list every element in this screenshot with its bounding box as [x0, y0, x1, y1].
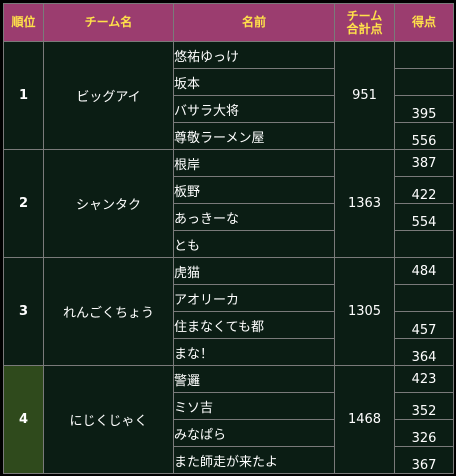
member-score: 556	[394, 122, 454, 150]
team-name: れんごくちょう	[43, 257, 174, 366]
member-name: とも	[173, 230, 335, 258]
member-score: 554	[394, 203, 454, 231]
team-name: シャンタク	[43, 149, 174, 258]
member-score	[394, 284, 454, 312]
table-row: 住まなくても都 457	[4, 311, 454, 339]
member-name: また師走が来たよ	[173, 446, 335, 474]
team-rank-highlighted: 4	[3, 365, 44, 474]
member-name: みなぱら	[173, 419, 335, 447]
table-row: また師走が来たよ 367	[4, 446, 454, 474]
member-score: 352	[394, 392, 454, 420]
member-score: 423	[394, 365, 454, 393]
member-name: 板野	[173, 176, 335, 204]
member-score: 395	[394, 95, 454, 123]
team-name-header: チーム名	[43, 3, 174, 42]
team-total-header-line1: チーム	[346, 8, 383, 23]
member-name: 根岸	[173, 149, 335, 177]
member-score	[394, 230, 454, 258]
table-row: 3 れんごくちょう 虎猫 1305 484	[3, 257, 454, 366]
header-row: 順位 チーム名 名前 チーム 合計点 得点	[3, 3, 454, 42]
member-score	[394, 68, 454, 96]
member-score: 367	[394, 446, 454, 474]
team-total-header-line2: 合計点	[346, 21, 383, 36]
team-name: にじくじゃく	[43, 365, 174, 474]
member-score: 457	[394, 311, 454, 339]
table-row: 4 にじくじゃく 警邏 1468 423	[3, 365, 454, 474]
team-total: 1363	[334, 149, 395, 258]
member-name: 住まなくても都	[173, 311, 335, 339]
table-row: 2 シャンタク 根岸 1363 387	[3, 149, 454, 258]
member-name: 警邏	[173, 365, 335, 393]
ranking-table: 順位 チーム名 名前 チーム 合計点 得点 1 ビッグアイ 悠祐ゆっけ 951 …	[3, 3, 454, 474]
member-name: あっきーな	[173, 203, 335, 231]
table-row: ミソ吉 352	[4, 392, 454, 420]
score-header: 得点	[394, 3, 454, 42]
member-name-header: 名前	[173, 3, 335, 42]
team-total: 1468	[334, 365, 395, 474]
member-name: まな！	[173, 338, 335, 366]
member-score	[394, 41, 454, 69]
member-name: アオリーカ	[173, 284, 335, 312]
team-rank: 3	[3, 257, 44, 366]
member-name: 尊敬ラーメン屋	[173, 122, 335, 150]
member-score: 387	[394, 149, 454, 177]
member-score: 364	[394, 338, 454, 366]
member-name: 虎猫	[173, 257, 335, 285]
member-name: ミソ吉	[173, 392, 335, 420]
table-row: 1 ビッグアイ 悠祐ゆっけ 951	[3, 41, 454, 150]
table-row: 板野 422	[4, 176, 454, 204]
member-name: 悠祐ゆっけ	[173, 41, 335, 69]
team-name: ビッグアイ	[43, 41, 174, 150]
member-score: 484	[394, 257, 454, 285]
member-score: 326	[394, 419, 454, 447]
team-rank: 2	[3, 149, 44, 258]
rank-header: 順位	[3, 3, 44, 42]
member-name: バサラ大将	[173, 95, 335, 123]
table-row: とも	[4, 230, 454, 258]
table-row: アオリーカ	[4, 284, 454, 312]
team-total: 1305	[334, 257, 395, 366]
table-row: あっきーな 554	[4, 203, 454, 231]
team-total-header: チーム 合計点	[334, 3, 395, 42]
table-row: 坂本	[4, 68, 454, 96]
team-rank: 1	[3, 41, 44, 150]
team-total: 951	[334, 41, 395, 150]
member-name: 坂本	[173, 68, 335, 96]
member-score: 422	[394, 176, 454, 204]
